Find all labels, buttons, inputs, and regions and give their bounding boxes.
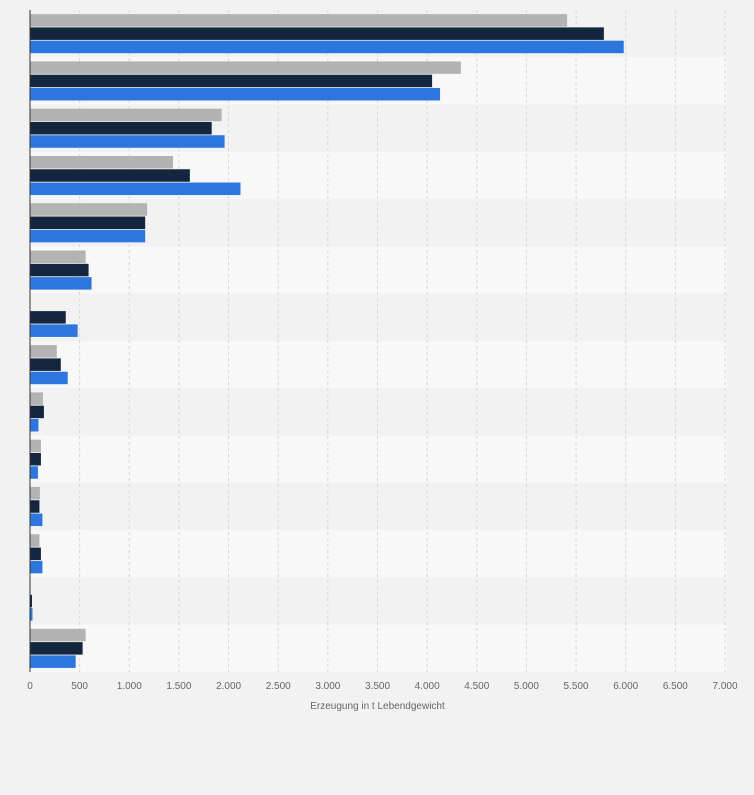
bar	[30, 108, 222, 122]
bar	[30, 560, 43, 574]
x-tick-label: 3.000	[315, 681, 340, 692]
bar	[30, 642, 83, 655]
x-tick-label: 3.500	[365, 681, 390, 692]
bar	[30, 500, 40, 513]
row-band	[30, 341, 727, 389]
bar	[30, 203, 148, 216]
bar	[30, 263, 89, 277]
bar	[30, 61, 461, 74]
row-bands	[30, 10, 727, 672]
x-tick-label: 1.500	[166, 681, 191, 692]
bar	[30, 182, 241, 196]
row-band	[30, 246, 727, 294]
bar	[30, 229, 146, 243]
bar	[30, 513, 43, 527]
bar	[30, 466, 38, 479]
bar	[30, 439, 41, 453]
x-tick-label: 2.000	[216, 681, 241, 692]
bar	[30, 594, 32, 608]
bar	[30, 486, 40, 500]
row-band	[30, 388, 727, 436]
bar	[30, 216, 146, 230]
bar	[30, 250, 86, 264]
row-band	[30, 577, 727, 625]
x-tick-label: 5.500	[564, 681, 589, 692]
x-tick-label: 4.000	[415, 681, 440, 692]
bar	[30, 628, 86, 642]
x-tick-label: 500	[71, 681, 88, 692]
x-axis-label: Erzeugung in t Lebendgewicht	[310, 701, 445, 712]
bar	[30, 324, 78, 337]
bar	[30, 40, 624, 54]
bar	[30, 135, 225, 148]
x-tick-label: 5.000	[514, 681, 539, 692]
x-tick-label: 6.500	[663, 681, 688, 692]
bar	[30, 405, 44, 419]
bar	[30, 311, 66, 324]
grid-lines	[79, 10, 726, 672]
x-tick-label: 1.000	[117, 681, 142, 692]
row-band	[30, 482, 727, 531]
row-band	[30, 293, 727, 341]
row-band	[30, 435, 727, 483]
bar	[30, 534, 40, 547]
bar	[30, 608, 33, 621]
x-tick-label: 7.000	[712, 681, 737, 692]
bar	[30, 358, 61, 371]
bar	[30, 418, 39, 432]
row-band	[30, 624, 727, 672]
bar	[30, 87, 441, 101]
x-tick-label: 0	[27, 681, 33, 692]
bar	[30, 14, 568, 27]
x-tick-label: 4.500	[464, 681, 489, 692]
bar	[30, 74, 433, 88]
bar	[30, 121, 212, 135]
bar	[30, 27, 604, 40]
row-band	[30, 530, 727, 578]
bar	[30, 392, 43, 405]
bar	[30, 169, 190, 182]
bar	[30, 155, 173, 169]
bar	[30, 371, 68, 385]
x-tick-label: 6.000	[613, 681, 638, 692]
x-tick-label: 2.500	[266, 681, 291, 692]
bar	[30, 655, 76, 668]
bar	[30, 345, 57, 358]
x-tick-labels: 0 500 1.000 1.500 2.000 2.500 3.000 3.500 4.000 4…	[27, 681, 738, 692]
bar	[30, 452, 41, 466]
bar	[30, 277, 92, 290]
bars	[30, 14, 624, 668]
bar	[30, 547, 41, 561]
